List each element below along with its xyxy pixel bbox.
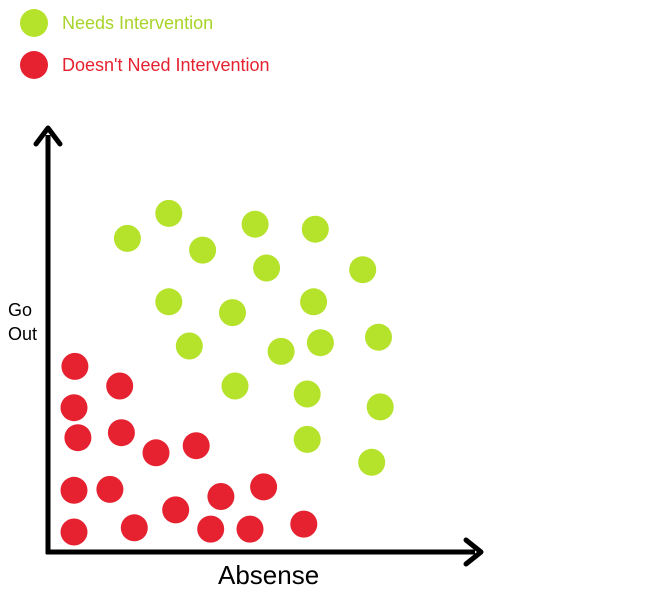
point-doesnt-need-intervention-12 [60, 518, 88, 546]
axes [33, 125, 484, 567]
data-points [60, 199, 394, 546]
point-needs-intervention-2 [189, 236, 217, 264]
point-needs-intervention-11 [267, 337, 295, 365]
point-needs-intervention-17 [293, 425, 321, 453]
x-axis-arrow [463, 537, 484, 567]
point-doesnt-need-intervention-6 [182, 432, 210, 460]
point-needs-intervention-1 [155, 199, 183, 227]
point-doesnt-need-intervention-10 [207, 483, 235, 510]
point-doesnt-need-intervention-2 [60, 394, 88, 422]
y-axis-arrow [33, 125, 63, 147]
point-doesnt-need-intervention-9 [162, 496, 190, 524]
x-axis-label: Absense [218, 560, 320, 590]
point-needs-intervention-15 [293, 380, 321, 408]
point-needs-intervention-10 [175, 332, 203, 360]
point-doesnt-need-intervention-14 [197, 515, 225, 543]
point-needs-intervention-18 [358, 448, 386, 476]
point-doesnt-need-intervention-5 [142, 439, 170, 467]
point-needs-intervention-14 [221, 372, 249, 400]
point-needs-intervention-4 [301, 215, 329, 243]
point-doesnt-need-intervention-3 [107, 419, 135, 447]
point-doesnt-need-intervention-16 [290, 510, 318, 538]
point-doesnt-need-intervention-7 [60, 476, 88, 504]
legend-swatch-doesnt-need-intervention [20, 51, 48, 79]
legend-swatch-needs-intervention [20, 9, 48, 37]
point-needs-intervention-7 [155, 288, 183, 316]
point-needs-intervention-6 [349, 256, 377, 284]
legend-label-doesnt-need-intervention: Doesn't Need Intervention [62, 54, 270, 75]
point-needs-intervention-8 [219, 299, 246, 327]
point-needs-intervention-3 [241, 210, 269, 238]
point-doesnt-need-intervention-0 [61, 352, 89, 380]
point-doesnt-need-intervention-1 [106, 372, 134, 400]
point-doesnt-need-intervention-4 [64, 424, 92, 452]
y-axis-label: Go Out [8, 298, 48, 346]
legend-label-needs-intervention: Needs Intervention [62, 12, 214, 33]
point-doesnt-need-intervention-15 [236, 515, 264, 543]
point-needs-intervention-0 [113, 224, 141, 252]
point-doesnt-need-intervention-11 [250, 473, 278, 501]
point-needs-intervention-5 [253, 254, 281, 282]
point-doesnt-need-intervention-13 [120, 514, 148, 542]
point-needs-intervention-12 [306, 329, 334, 357]
point-needs-intervention-13 [365, 323, 392, 351]
y-axis-label-word: Go [8, 300, 33, 320]
point-doesnt-need-intervention-8 [96, 475, 124, 503]
point-needs-intervention-16 [366, 393, 394, 421]
legend-item-needs-intervention: Needs Intervention [20, 8, 270, 38]
legend: Needs Intervention Doesn't Need Interven… [20, 8, 270, 92]
point-needs-intervention-9 [300, 288, 328, 316]
legend-item-doesnt-need-intervention: Doesn't Need Intervention [20, 50, 270, 80]
y-axis-label-word: Out [8, 324, 38, 344]
